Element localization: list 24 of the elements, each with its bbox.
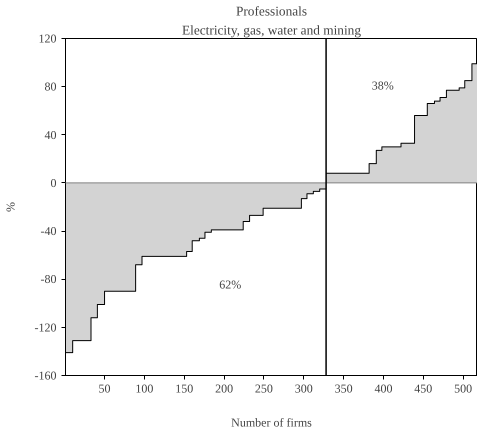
x-tick-label: 450 <box>414 382 432 396</box>
x-tick-label: 200 <box>215 382 234 396</box>
chart-subtitle: Electricity, gas, water and mining <box>182 22 362 38</box>
x-tick-label: 50 <box>98 382 111 396</box>
x-tick-label: 400 <box>374 382 392 396</box>
y-tick-label: 40 <box>44 128 56 142</box>
annotation: 38% <box>372 78 394 93</box>
y-tick-label: 120 <box>38 32 56 46</box>
y-tick-label: 80 <box>44 80 56 94</box>
x-axis-title: Number of firms <box>231 416 312 430</box>
x-tick-label: 150 <box>175 382 194 396</box>
y-tick-label: -120 <box>34 320 57 334</box>
y-axis-title: % <box>4 202 18 212</box>
x-tick-label: 500 <box>454 382 472 396</box>
y-tick-label: -80 <box>40 272 57 286</box>
y-tick-label: -40 <box>40 224 57 238</box>
x-tick-label: 350 <box>334 382 353 396</box>
x-tick-label: 250 <box>254 382 273 396</box>
x-tick-label: 300 <box>294 382 313 396</box>
y-tick-label: 0 <box>50 176 56 190</box>
annotation: 62% <box>219 278 242 292</box>
y-tick-label: -160 <box>34 368 57 382</box>
chart-title: Professionals <box>236 4 308 18</box>
x-tick-label: 100 <box>135 382 154 396</box>
